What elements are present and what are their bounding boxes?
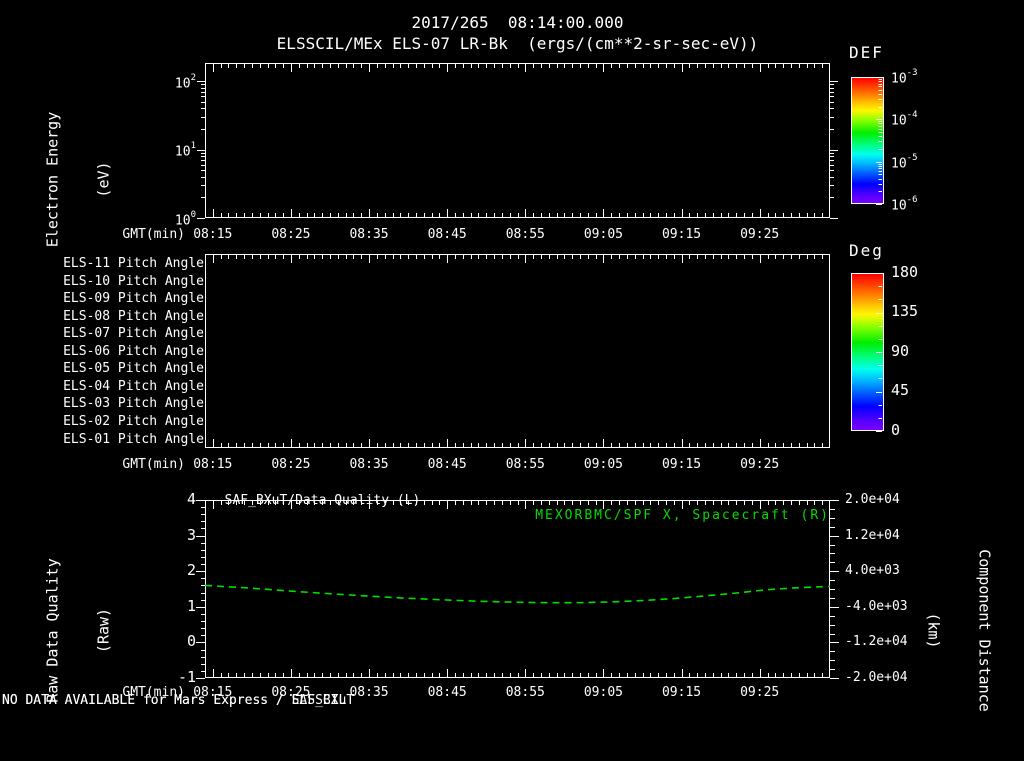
time-tick-label: 08:45 <box>415 457 479 472</box>
quality-ytick: 4 <box>187 492 196 507</box>
def-colorbar-tick: 10-4 <box>891 110 918 128</box>
deg-colorbar-tick: 90 <box>891 344 909 359</box>
distance-ytick: -4.0e+03 <box>845 599 908 614</box>
time-axis-title: GMT(min) <box>122 227 185 242</box>
time-tick-label: 09:25 <box>728 227 792 242</box>
energy-y-axis-label: Electron Energy (eV) <box>11 80 130 280</box>
plot-page: { "page": { "title_line1": "2017/265 08:… <box>0 0 1024 708</box>
time-tick-label: 09:05 <box>571 227 635 242</box>
pitch-row-label: ELS-06 Pitch Angle <box>63 345 204 359</box>
time-tick-label: 09:15 <box>650 227 714 242</box>
status-no-data-saf-bxut: NO DATA AVAILABLE for Mars Express / SAF… <box>2 693 354 708</box>
time-axis-row: GMT(min)08:15 08:25 08:35 08:45 08:55 09:05 09… <box>0 227 1024 242</box>
quality-ytick: -1 <box>178 670 196 685</box>
deg-colorbar <box>851 273 884 431</box>
quality-title-left: SAF_BXuT/Data Quality (L) <box>225 493 421 508</box>
time-tick-label: 08:15 <box>181 457 245 472</box>
def-colorbar-title: DEF <box>849 45 884 60</box>
quality-panel-header: SAF_BXuT/Data Quality (L) MEXORBMC/SPF X… <box>205 478 830 523</box>
time-tick-label: 08:55 <box>493 457 557 472</box>
pitch-row-label: ELS-04 Pitch Angle <box>63 380 204 394</box>
time-tick-label: 08:35 <box>337 457 401 472</box>
deg-colorbar-tick: 180 <box>891 265 918 280</box>
time-tick-label: 08:15 <box>181 227 245 242</box>
energy-ytick-100: 102 <box>175 73 196 91</box>
distance-y-axis-units: (km) <box>925 501 942 761</box>
time-tick-label: 09:25 <box>728 457 792 472</box>
distance-ytick: -1.2e+04 <box>845 634 908 649</box>
quality-title-right: MEXORBMC/SPF X, Spacecraft (R) <box>535 508 830 523</box>
pitch-row-label: ELS-05 Pitch Angle <box>63 362 204 376</box>
def-colorbar-tick: 10-3 <box>891 68 918 86</box>
time-tick-label: 09:05 <box>571 685 635 700</box>
time-tick-label: 08:45 <box>415 227 479 242</box>
def-colorbar-tick: 10-6 <box>891 195 918 213</box>
energy-y-axis-label-text: Electron Energy <box>45 80 62 280</box>
time-tick-label: 08:25 <box>259 457 323 472</box>
time-axis-row: GMT(min)08:15 08:25 08:35 08:45 08:55 09:05 09… <box>0 457 1024 472</box>
energy-ytick-10: 101 <box>175 141 196 159</box>
pitch-row-label: ELS-03 Pitch Angle <box>63 397 204 411</box>
spacecraft-x-distance-line <box>205 585 830 602</box>
time-tick-label: 09:05 <box>571 457 635 472</box>
deg-colorbar-title: Deg <box>849 243 884 258</box>
quality-ytick: 2 <box>187 563 196 578</box>
page-subtitle: ELSSCIL/MEx ELS-07 LR-Bk (ergs/(cm**2-sr… <box>150 35 885 52</box>
distance-ytick: 1.2e+04 <box>845 528 900 543</box>
def-colorbar <box>851 77 884 204</box>
pitch-row-label: ELS-08 Pitch Angle <box>63 310 204 324</box>
deg-colorbar-tick: 135 <box>891 304 918 319</box>
time-tick-label: 08:55 <box>493 685 557 700</box>
deg-colorbar-tick: 0 <box>891 423 900 438</box>
time-tick-label: 09:15 <box>650 457 714 472</box>
pitch-row-label: ELS-10 Pitch Angle <box>63 275 204 289</box>
time-tick-label: 09:25 <box>728 685 792 700</box>
distance-ytick: 2.0e+04 <box>845 492 900 507</box>
pitch-row-label: ELS-11 Pitch Angle <box>63 257 204 271</box>
distance-y-axis-label: Component Distance (km) <box>908 501 1024 761</box>
quality-ytick: 1 <box>187 599 196 614</box>
distance-ytick: -2.0e+04 <box>845 670 908 685</box>
def-colorbar-tick: 10-5 <box>891 153 918 171</box>
time-tick-label: 08:55 <box>493 227 557 242</box>
time-tick-label: 08:25 <box>259 227 323 242</box>
pitch-row-label: ELS-09 Pitch Angle <box>63 292 204 306</box>
quality-ytick: 3 <box>187 528 196 543</box>
distance-ytick: 4.0e+03 <box>845 563 900 578</box>
deg-colorbar-tick: 45 <box>891 383 909 398</box>
pitch-row-label: ELS-01 Pitch Angle <box>63 433 204 447</box>
energy-y-axis-units: (eV) <box>96 80 113 280</box>
quality-ytick: 0 <box>187 634 196 649</box>
time-tick-label: 08:35 <box>337 227 401 242</box>
time-tick-label: 09:15 <box>650 685 714 700</box>
pitch-row-label: ELS-07 Pitch Angle <box>63 327 204 341</box>
time-tick-label: 08:45 <box>415 685 479 700</box>
page-title: 2017/265 08:14:00.000 <box>150 14 885 31</box>
time-axis-title: GMT(min) <box>122 457 185 472</box>
pitch-row-label: ELS-02 Pitch Angle <box>63 415 204 429</box>
energy-ytick-1: 100 <box>175 210 196 228</box>
distance-y-axis-label-text: Component Distance <box>976 501 993 761</box>
